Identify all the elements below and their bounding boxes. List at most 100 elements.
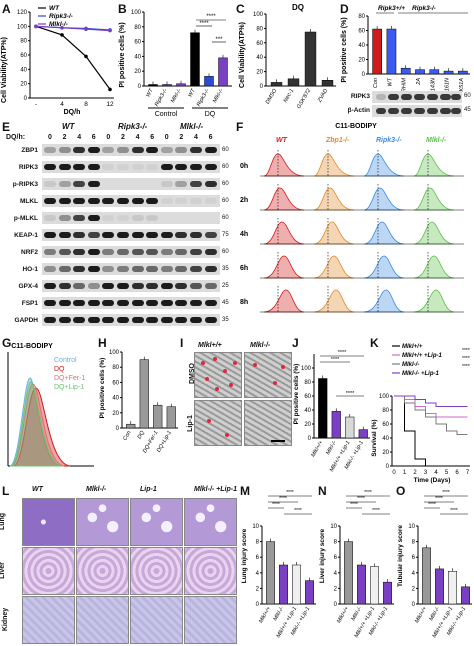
panel-m-bar — [279, 564, 288, 605]
panel-k-sig-3: **** — [462, 364, 470, 370]
panel-e-blot-row — [42, 178, 220, 190]
panel-m-ytick-label: 6 — [256, 555, 260, 561]
panel-d-mw-1: 60 — [464, 93, 471, 99]
panel-e-time: 6 — [150, 134, 155, 141]
panel-e-mw: 60 — [222, 198, 229, 204]
panel-f-histogram — [413, 289, 455, 313]
panel-f-histogram — [313, 221, 355, 245]
panel-d-xlabel: 2A — [416, 78, 422, 86]
panel-o-ytick-label: 10 — [408, 524, 415, 530]
panel-e-row-label: GPX-4 — [18, 283, 38, 290]
panel-e-band — [102, 283, 115, 289]
panel-a-ytick-label: 60 — [20, 53, 27, 59]
panel-e-mw: 60 — [222, 181, 229, 187]
panel-l-col-header: Mlkl-/- +Lip-1 — [194, 486, 237, 493]
panel-f-histogram — [263, 187, 305, 211]
panel-e-times: 0 2 4 6 0 2 4 6 0 2 4 6 — [44, 134, 220, 144]
panel-m-xlabel: Mlkl-/- — [273, 606, 286, 622]
panel-c-chart: DQ Cell Viability(ATP%) 0 20 40 60 80 100 DMS… — [239, 3, 336, 110]
panel-e-band — [146, 266, 159, 272]
panel-e-band — [102, 164, 115, 170]
panel-e-band — [131, 232, 144, 238]
panel-e-header-wt: WT — [62, 122, 75, 131]
panel-e-blot-row — [42, 144, 220, 156]
panel-b-sig-3: *** — [215, 37, 223, 43]
panel-j-ytick-label: 20 — [304, 422, 311, 428]
panel-e-band — [190, 147, 202, 153]
panel-n-ytick-label: 2 — [334, 586, 338, 592]
panel-h-bar — [153, 404, 163, 429]
panel-b-ytick-label: 60 — [134, 40, 141, 46]
panel-o-sig-label: **** — [450, 508, 458, 514]
panel-e-row-label: HO-1 — [22, 266, 38, 273]
panel-l-row-label: Liver — [0, 562, 6, 579]
panel-e-band — [131, 198, 144, 204]
panel-e-band — [44, 283, 56, 289]
panel-k-xtick-label: 3 — [424, 470, 428, 476]
panel-e-band — [73, 147, 86, 153]
panel-label-i: I — [180, 336, 184, 350]
panel-j-ylabel: PI positive cells (%) — [293, 364, 300, 425]
panel-label-k: K — [370, 336, 379, 350]
panel-n-bar — [344, 541, 353, 605]
panel-k-xtick-label: 7 — [466, 470, 470, 476]
panel-e-row-label: MLKL — [19, 198, 38, 205]
panel-l-image — [22, 547, 75, 595]
panel-a-point — [84, 27, 88, 32]
panel-h-ytick-label: 80 — [112, 365, 119, 371]
panel-e-band — [131, 266, 144, 272]
panel-e-band — [175, 164, 188, 170]
panel-e-band — [131, 164, 144, 170]
panel-e-band — [58, 300, 71, 306]
panel-e-blot-row — [42, 246, 220, 258]
panel-o-bar — [422, 547, 431, 605]
panel-j-ytick-label: 0 — [308, 436, 312, 442]
panel-a-point — [108, 87, 112, 92]
panel-e-time: 2 — [62, 134, 67, 141]
panel-a-point — [108, 28, 112, 33]
panel-a-xlabel: DQ/h — [64, 109, 81, 116]
panel-e-time: 2 — [121, 134, 125, 141]
panel-m-ylabel: Lung injury score — [241, 528, 248, 583]
panel-d-mw-2: 45 — [464, 107, 471, 113]
panel-e-band — [160, 198, 173, 204]
panel-g-legend-lip1: DQ+Lip-1 — [54, 384, 84, 391]
panel-i-image-2 — [244, 352, 292, 398]
panel-f-chart: C11-BODIPY WT Zbp1-/- Ripk3-/- Mlkl-/- 0h 2h… — [240, 123, 464, 313]
panel-e-row-label: NRF2 — [21, 249, 38, 256]
panel-l-col-header: WT — [32, 486, 43, 493]
panel-e-band — [131, 249, 144, 255]
panel-f-histogram — [413, 187, 455, 211]
panel-e-band — [73, 215, 86, 221]
panel-d-xlabel: D161N — [445, 78, 451, 95]
panel-k-xtick-label: 4 — [434, 470, 438, 476]
panel-e-row-label: FSP1 — [21, 300, 38, 307]
panel-e-band — [87, 215, 100, 221]
panel-e-mw: 60 — [222, 249, 229, 255]
panel-a-xtick-label: 8 — [84, 101, 88, 108]
panel-l-image — [184, 596, 237, 644]
panel-e-band — [44, 181, 56, 187]
panel-f-time-label: 4h — [240, 231, 248, 238]
panel-n-ylabel: Liver injury score — [319, 529, 326, 584]
panel-a-legend-label: Ripk3-/- — [49, 13, 73, 20]
panel-label-j: J — [292, 336, 299, 350]
panel-e-mw: 35 — [222, 266, 229, 272]
panel-k-ytick-label: 60 — [382, 422, 389, 428]
panel-d-xlabel: D143N — [430, 78, 436, 95]
panel-k-legend-label: Mlkl+/+ +Lip-1 — [402, 353, 443, 359]
panel-k-xlabel: Time (Days) — [414, 477, 451, 484]
panel-e-band — [160, 300, 173, 306]
panel-e-band — [131, 283, 144, 289]
panel-l-image — [184, 498, 237, 546]
panel-h-ytick-label: 20 — [112, 411, 119, 417]
panel-k-xtick-label: 5 — [445, 470, 449, 476]
panel-label-a: A — [2, 2, 11, 16]
panel-e-band — [190, 283, 202, 289]
panel-e-band — [117, 283, 129, 289]
panel-o-ylabel: Tubular injury score — [397, 525, 404, 587]
panel-e-blot-row — [42, 212, 220, 224]
panel-c-xlabel: ZVAD — [316, 88, 329, 104]
panel-d-xlabel: WT — [387, 77, 393, 86]
panel-label-m: M — [240, 484, 250, 498]
